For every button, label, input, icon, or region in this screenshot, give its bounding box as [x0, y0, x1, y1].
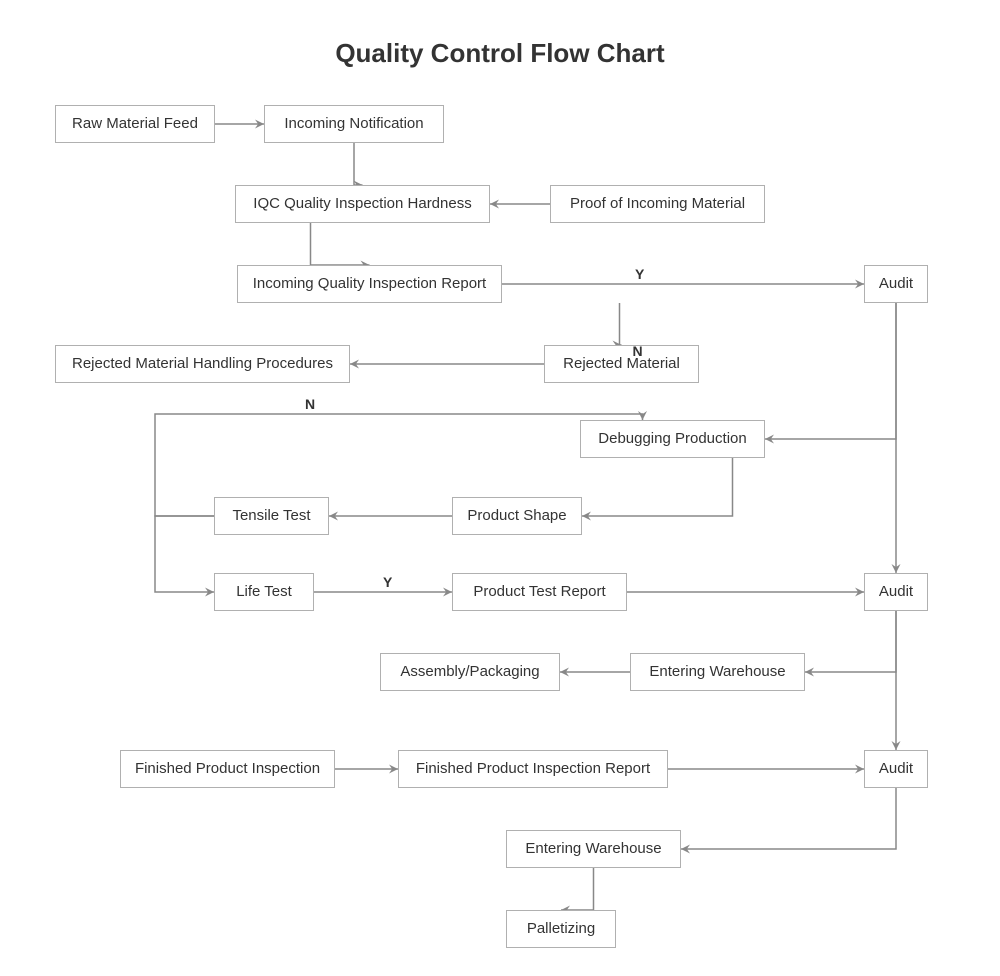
node-audit2: Audit [864, 573, 928, 611]
node-label: Tensile Test [232, 507, 310, 525]
node-ptr: Product Test Report [452, 573, 627, 611]
node-label: Debugging Production [598, 430, 746, 448]
flowchart-canvas: Quality Control Flow Chart Raw Material … [0, 0, 1000, 976]
node-iqr: Incoming Quality Inspection Report [237, 265, 502, 303]
node-label: Palletizing [527, 920, 595, 938]
node-label: Audit [879, 583, 913, 601]
node-tens: Tensile Test [214, 497, 329, 535]
node-label: Audit [879, 760, 913, 778]
edge-label: Y [383, 574, 392, 590]
node-audit1: Audit [864, 265, 928, 303]
node-label: Entering Warehouse [525, 840, 661, 858]
node-pal: Palletizing [506, 910, 616, 948]
edge-debug-shape [582, 458, 733, 516]
node-label: IQC Quality Inspection Hardness [253, 195, 471, 213]
node-label: Incoming Notification [284, 115, 423, 133]
edge-wh2-pal [561, 868, 594, 910]
node-label: Entering Warehouse [649, 663, 785, 681]
node-wh2: Entering Warehouse [506, 830, 681, 868]
edge-audit3-wh2 [681, 788, 896, 849]
node-wh1: Entering Warehouse [630, 653, 805, 691]
chart-title: Quality Control Flow Chart [0, 38, 1000, 69]
edge-label: N [305, 396, 315, 412]
edge-audit2-wh1 [805, 611, 896, 672]
edges-layer [0, 0, 1000, 976]
node-audit3: Audit [864, 750, 928, 788]
edge-iqr-rej [620, 303, 622, 345]
node-shape: Product Shape [452, 497, 582, 535]
node-proof: Proof of Incoming Material [550, 185, 765, 223]
node-label: Audit [879, 275, 913, 293]
node-rej: Rejected Material [544, 345, 699, 383]
node-label: Product Shape [467, 507, 566, 525]
node-rejH: Rejected Material Handling Procedures [55, 345, 350, 383]
node-fpi: Finished Product Inspection [120, 750, 335, 788]
node-label: Raw Material Feed [72, 115, 198, 133]
node-label: Life Test [236, 583, 292, 601]
node-iqc: IQC Quality Inspection Hardness [235, 185, 490, 223]
node-label: Product Test Report [473, 583, 605, 601]
edge-tens-life [155, 516, 214, 592]
edge-label: Y [635, 266, 644, 282]
node-asm: Assembly/Packaging [380, 653, 560, 691]
node-life: Life Test [214, 573, 314, 611]
node-label: Incoming Quality Inspection Report [253, 275, 486, 293]
edge-iqc-iqr [311, 223, 370, 265]
node-label: Rejected Material Handling Procedures [72, 355, 333, 373]
node-label: Rejected Material [563, 355, 680, 373]
node-label: Assembly/Packaging [400, 663, 539, 681]
edge-audit1-debug [765, 303, 896, 439]
edge-incNot-iqc [354, 143, 363, 185]
node-debug: Debugging Production [580, 420, 765, 458]
node-raw: Raw Material Feed [55, 105, 215, 143]
node-fpir: Finished Product Inspection Report [398, 750, 668, 788]
node-incNot: Incoming Notification [264, 105, 444, 143]
node-label: Finished Product Inspection [135, 760, 320, 778]
node-label: Finished Product Inspection Report [416, 760, 650, 778]
node-label: Proof of Incoming Material [570, 195, 745, 213]
edge-label: N [633, 343, 643, 359]
